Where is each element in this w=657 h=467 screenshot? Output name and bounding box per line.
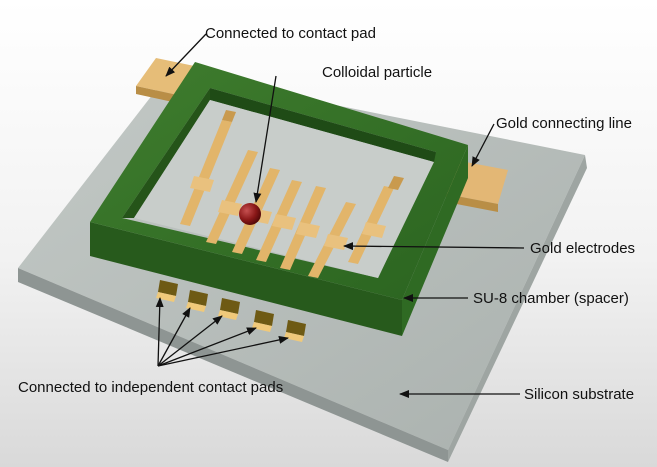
arrow-colloidal-particle (253, 75, 277, 203)
pad-stub (186, 290, 208, 312)
arrow-contact-pad (165, 33, 207, 77)
arrow-fan-independent-pads (155, 297, 289, 367)
gold-electrodes (180, 110, 404, 278)
arrow-gold-line (471, 123, 495, 167)
pad-stub (284, 320, 306, 342)
label-gold-connecting-line: Gold connecting line (496, 115, 632, 132)
annotation-arrows (155, 33, 525, 398)
colloidal-particle (239, 203, 261, 225)
label-contact-pad: Connected to contact pad (205, 25, 376, 42)
electrode (256, 180, 302, 262)
pad-stub (218, 298, 240, 320)
label-su8-chamber: SU-8 chamber (spacer) (473, 290, 629, 307)
pad-stub (252, 310, 274, 332)
su8-chamber (90, 62, 468, 336)
pad-stub (156, 280, 178, 302)
electrode (348, 186, 394, 264)
arrow-gold-electrodes (343, 242, 525, 251)
label-silicon-substrate: Silicon substrate (524, 386, 634, 403)
electrode (180, 120, 232, 226)
label-gold-electrodes: Gold electrodes (530, 240, 635, 257)
electrode (280, 186, 326, 270)
independent-pad-stubs (156, 280, 306, 342)
electrode (206, 150, 258, 244)
label-independent-pads: Connected to independent contact pads (18, 379, 283, 396)
electrode (308, 202, 356, 278)
label-colloidal-particle: Colloidal particle (322, 64, 432, 81)
